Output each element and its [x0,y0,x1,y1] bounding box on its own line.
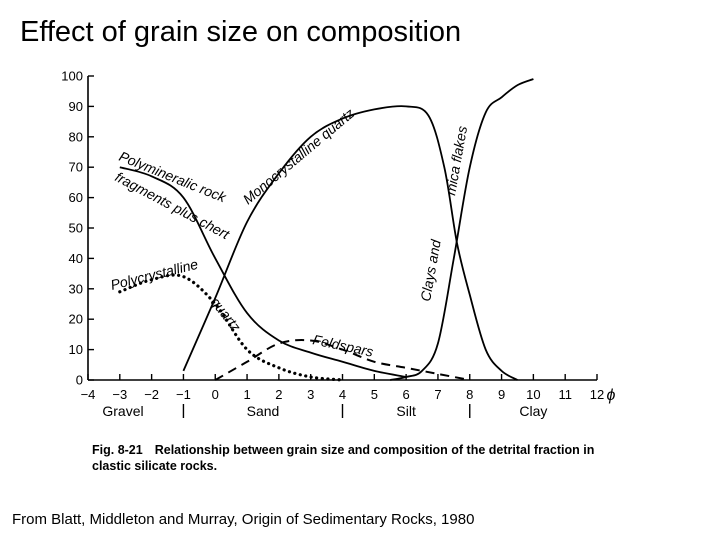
series-line-0 [119,166,407,378]
grain-class-label: Clay [519,403,547,419]
grain-class-label: Gravel [102,403,143,419]
x-axis-label: ϕ [607,387,616,404]
x-tick-label: 3 [307,387,314,402]
x-tick-label: −3 [112,387,127,402]
x-tick-label: 5 [371,387,378,402]
x-tick-label: 12 [590,387,604,402]
series-label: Clays and [417,237,444,302]
y-tick-label: 30 [69,281,83,296]
grain-class-label: Sand [247,403,280,419]
x-tick-label: 7 [434,387,441,402]
series-label: Polycrystalline [109,256,200,293]
x-tick-label: −1 [176,387,191,402]
figure-number: Fig. 8-21 [92,443,143,457]
series-line-1 [182,105,518,381]
slide-title: Effect of grain size on composition [20,16,462,48]
x-tick-label: 4 [339,387,346,402]
x-tick-label: −4 [81,387,96,402]
x-tick-label: 6 [403,387,410,402]
series-label: Monocrystalline quartz [240,105,358,207]
source-credit: From Blatt, Middleton and Murray, Origin… [12,511,475,528]
grain-class-label: Silt [396,403,416,419]
x-tick-label: −2 [144,387,159,402]
y-tick-label: 10 [69,342,83,357]
y-tick-label: 0 [76,373,83,388]
x-tick-label: 8 [466,387,473,402]
x-tick-label: 1 [243,387,250,402]
figure-caption-text: Relationship between grain size and comp… [92,443,595,473]
series-line-2 [390,78,534,381]
y-tick-label: 60 [69,190,83,205]
y-tick-label: 70 [69,160,83,175]
figure-caption: Fig. 8-21 Relationship between grain size… [92,442,612,474]
x-tick-label: 11 [558,387,572,402]
x-tick-label: 10 [526,387,540,402]
x-tick-label: 2 [275,387,282,402]
y-tick-label: 20 [69,312,83,327]
x-tick-label: 9 [498,387,505,402]
series-line-4 [214,339,470,381]
chart-series [118,78,534,382]
x-tick-label: 0 [212,387,219,402]
y-tick-label: 40 [69,251,83,266]
y-tick-label: 100 [61,69,83,84]
y-tick-label: 90 [69,99,83,114]
y-tick-label: 50 [69,221,83,236]
y-tick-label: 80 [69,129,83,144]
